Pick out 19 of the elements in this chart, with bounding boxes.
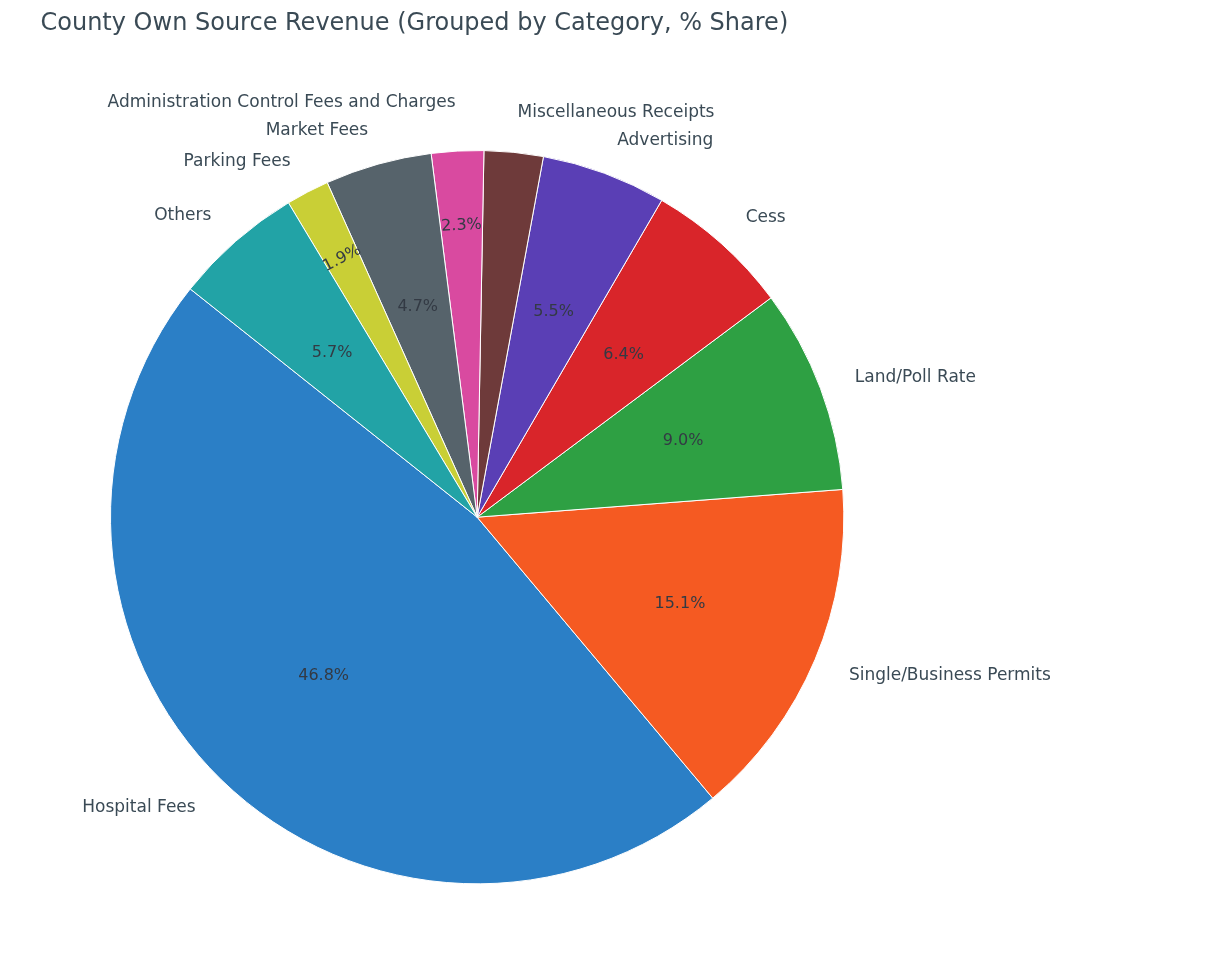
slice-label: Parking Fees <box>183 149 291 170</box>
slice-label: Market Fees <box>265 118 369 139</box>
slice-label: Miscellaneous Receipts <box>517 101 715 122</box>
data-label: 46.8% <box>298 665 350 685</box>
slice-label: Land/Poll Rate <box>854 365 976 386</box>
slice-label: Administration Control Fees and Charges <box>107 91 456 112</box>
slice-label: Advertising <box>617 128 714 149</box>
data-label: 5.7% <box>311 342 353 362</box>
slice-label: Single/Business Permits <box>848 663 1051 684</box>
data-label: 1.9% <box>319 239 364 275</box>
data-label: 9.0% <box>662 430 704 450</box>
slice-label: Others <box>154 203 212 224</box>
slice-label: Hospital Fees <box>82 796 196 817</box>
data-label: 2.3% <box>440 213 483 235</box>
data-label: 5.5% <box>533 301 574 321</box>
slice-label: Cess <box>745 206 786 227</box>
chart-title: County Own Source Revenue (Grouped by Category, % Share) <box>40 7 789 36</box>
data-label: 6.4% <box>603 343 644 363</box>
data-label: 15.1% <box>654 593 706 613</box>
